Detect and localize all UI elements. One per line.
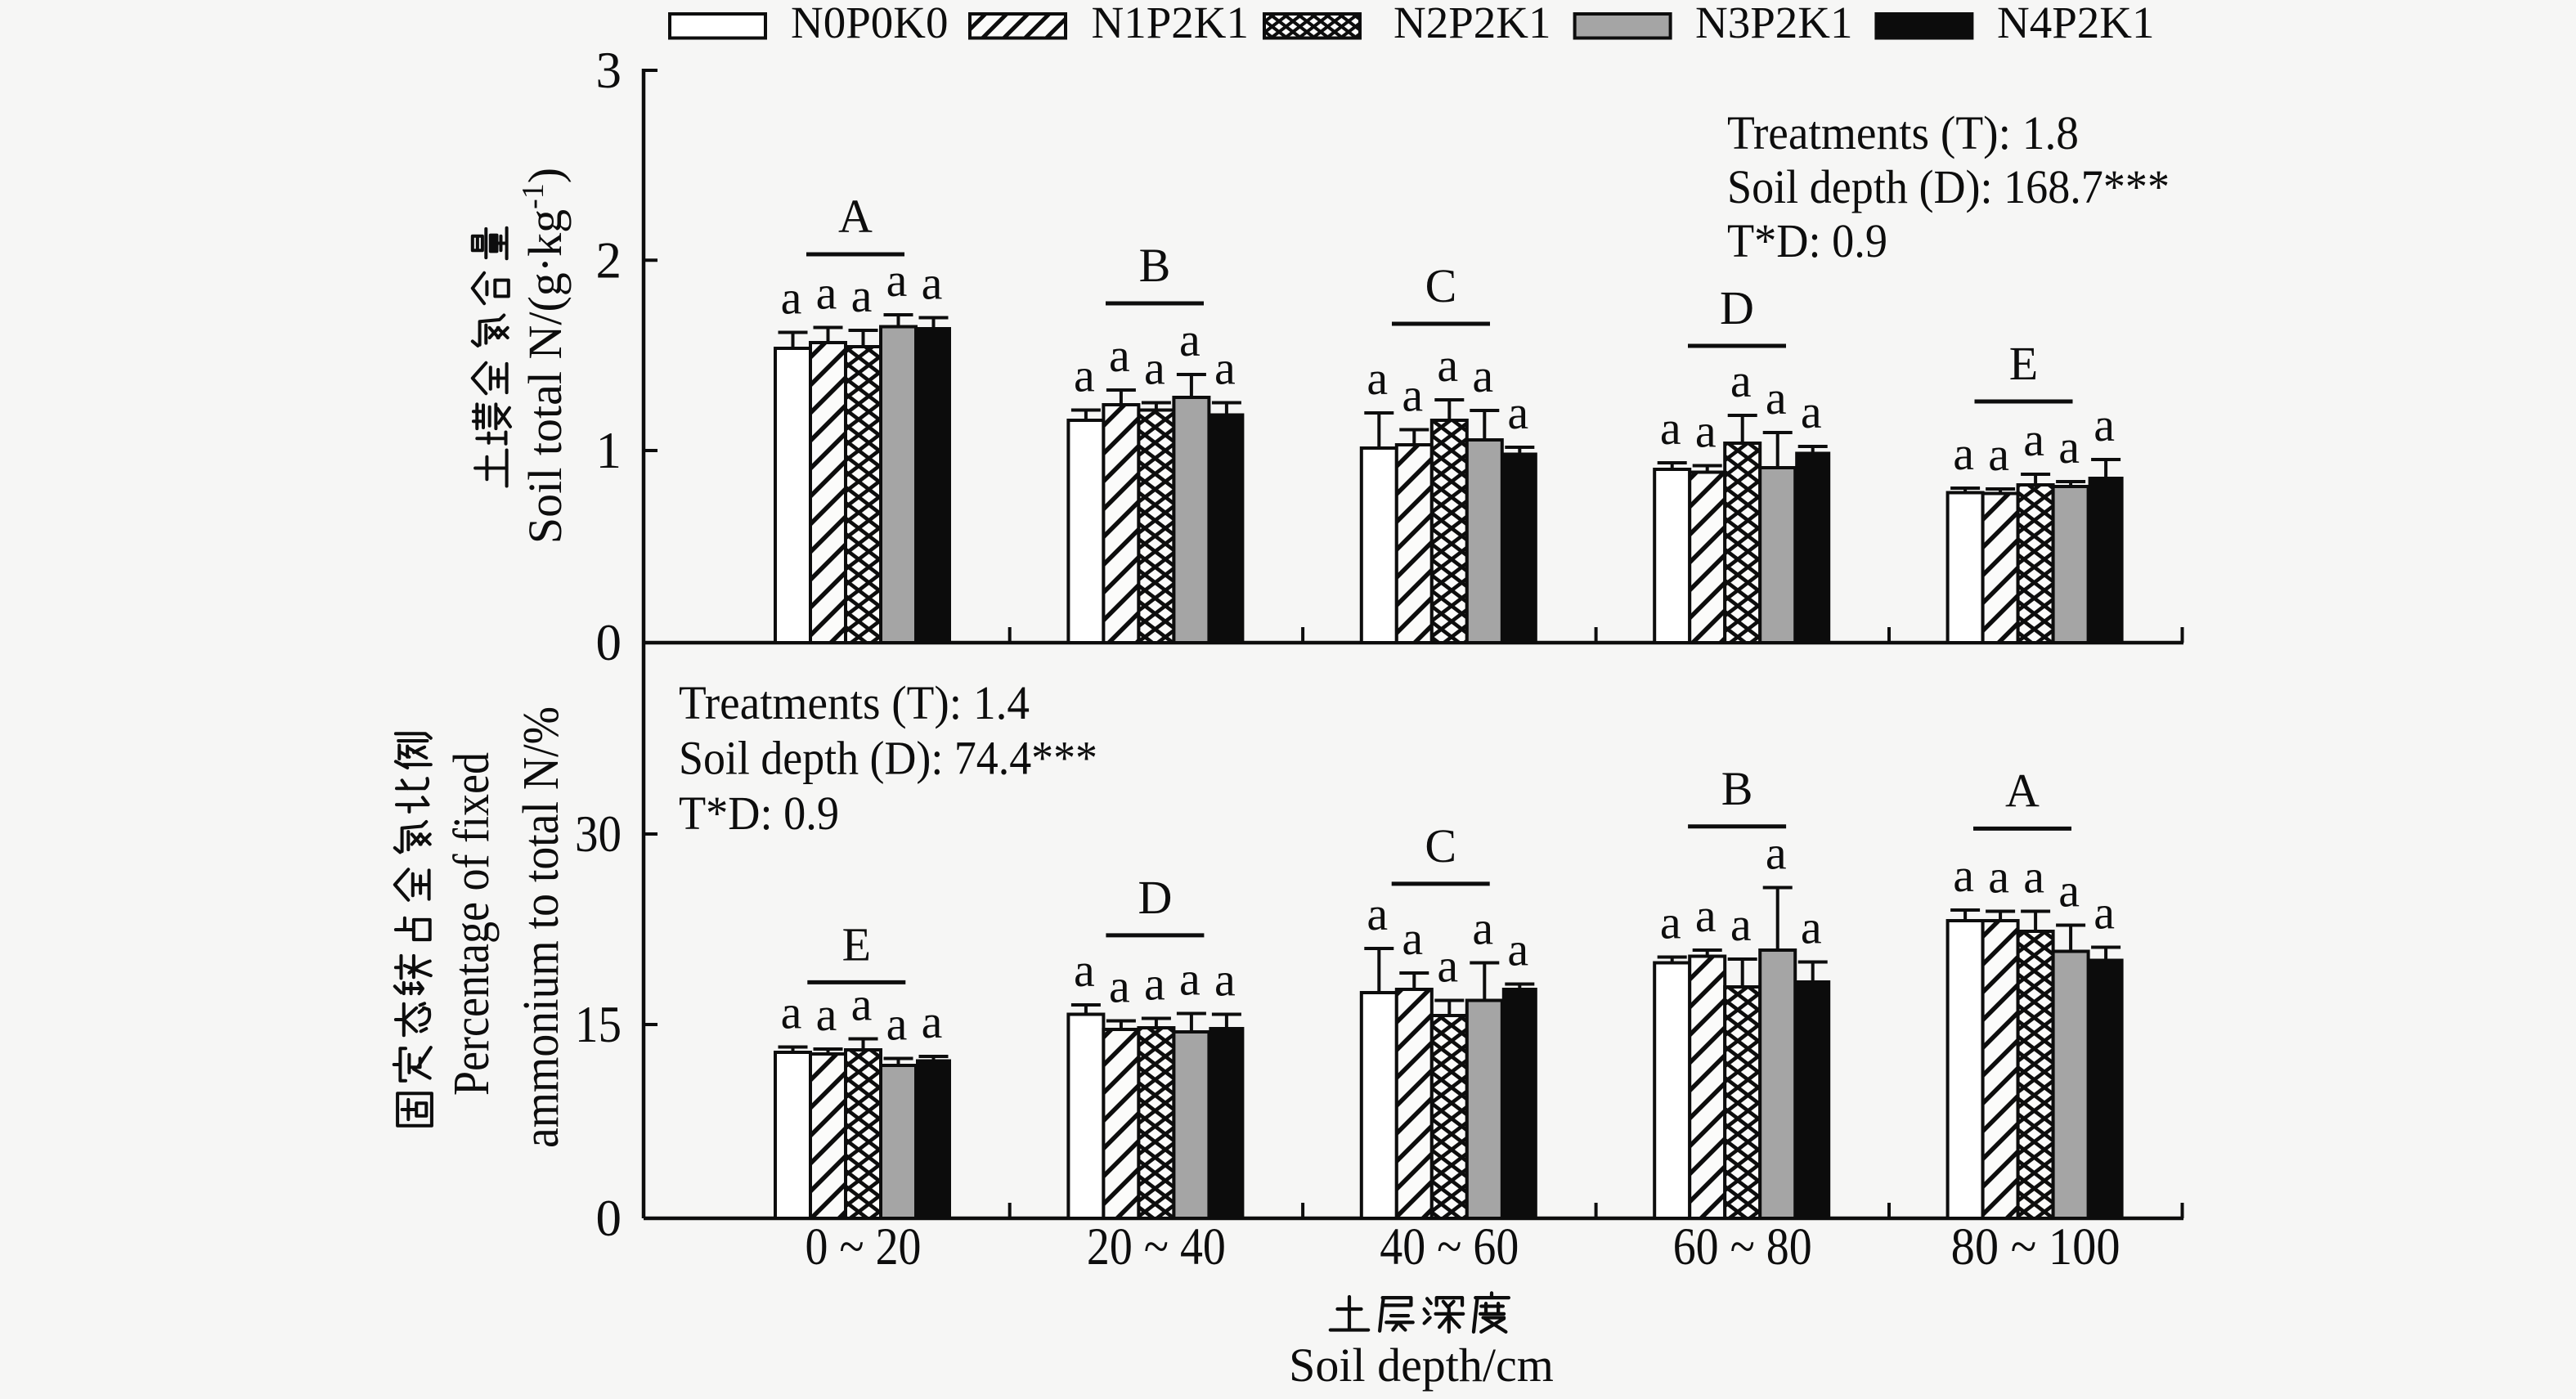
svg-text:N2P2K1: N2P2K1 (1393, 0, 1551, 47)
svg-text:a: a (1988, 428, 2009, 481)
svg-text:Treatments (T): 1.8: Treatments (T): 1.8 (1727, 106, 2079, 159)
svg-text:a: a (922, 257, 943, 310)
svg-text:a: a (1953, 427, 1974, 480)
svg-text:Percentage of fixed: Percentage of fixed (444, 752, 500, 1096)
svg-text:Soil depth (D): 168.7***: Soil depth (D): 168.7*** (1727, 160, 2170, 213)
svg-text:a: a (886, 998, 908, 1051)
svg-text:a: a (1437, 939, 1458, 993)
svg-text:E: E (842, 917, 871, 971)
svg-text:0 ~ 20: 0 ~ 20 (806, 1217, 922, 1276)
svg-text:a: a (2023, 850, 2044, 904)
svg-text:a: a (781, 986, 802, 1039)
svg-text:Treatments (T): 1.4: Treatments (T): 1.4 (679, 676, 1030, 729)
svg-text:N3P2K1: N3P2K1 (1695, 0, 1853, 47)
svg-text:T*D: 0.9: T*D: 0.9 (679, 787, 839, 840)
svg-text:15: 15 (575, 996, 622, 1053)
svg-text:20 ~ 40: 20 ~ 40 (1087, 1217, 1226, 1276)
svg-text:0: 0 (596, 1190, 622, 1247)
svg-text:A: A (838, 190, 873, 243)
svg-text:a: a (1144, 342, 1165, 395)
svg-text:a: a (1179, 313, 1200, 366)
svg-text:A: A (2005, 764, 2040, 817)
svg-text:a: a (1695, 405, 1717, 458)
svg-text:a: a (2094, 398, 2115, 451)
svg-text:a: a (1730, 898, 1752, 951)
svg-text:40 ~ 60: 40 ~ 60 (1380, 1217, 1519, 1276)
svg-text:80 ~ 100: 80 ~ 100 (1951, 1217, 2120, 1276)
svg-text:N4P2K1: N4P2K1 (1997, 0, 2155, 47)
svg-text:a: a (1109, 960, 1130, 1013)
svg-text:a: a (1988, 850, 2009, 904)
svg-text:a: a (1074, 944, 1095, 997)
svg-text:Soil total N/(g·kg-1): Soil total N/(g·kg-1) (516, 168, 572, 544)
svg-text:a: a (1179, 953, 1200, 1006)
svg-text:D: D (1138, 871, 1172, 924)
svg-text:a: a (2023, 413, 2044, 466)
svg-text:a: a (1472, 349, 1493, 402)
svg-text:E: E (2009, 337, 2038, 390)
svg-text:a: a (1507, 923, 1528, 976)
svg-text:a: a (1660, 896, 1681, 949)
svg-text:a: a (1766, 371, 1787, 424)
svg-text:a: a (1402, 369, 1423, 422)
svg-text:a: a (816, 267, 837, 320)
svg-text:30: 30 (575, 805, 622, 863)
svg-text:a: a (1953, 849, 1974, 902)
svg-text:a: a (1109, 329, 1130, 382)
svg-text:a: a (1402, 912, 1423, 965)
svg-text:a: a (1730, 354, 1752, 407)
svg-text:1: 1 (596, 422, 622, 479)
svg-text:a: a (1367, 352, 1388, 405)
svg-text:a: a (851, 269, 873, 322)
svg-text:a: a (1214, 953, 1236, 1007)
svg-text:a: a (886, 253, 908, 307)
svg-text:3: 3 (596, 42, 622, 99)
svg-text:a: a (1472, 902, 1493, 955)
svg-text:a: a (1507, 386, 1528, 439)
svg-text:a: a (1367, 887, 1388, 940)
svg-text:a: a (816, 988, 837, 1041)
svg-text:a: a (851, 978, 873, 1031)
svg-text:60 ~ 80: 60 ~ 80 (1673, 1217, 1812, 1276)
svg-text:a: a (2058, 864, 2080, 917)
svg-text:C: C (1425, 819, 1456, 872)
svg-text:a: a (922, 995, 943, 1048)
svg-text:a: a (2094, 886, 2115, 939)
svg-text:C: C (1425, 259, 1457, 312)
svg-text:N1P2K1: N1P2K1 (1092, 0, 1250, 47)
svg-text:B: B (1721, 762, 1753, 815)
svg-text:D: D (1720, 281, 1754, 334)
svg-text:B: B (1139, 239, 1171, 292)
svg-text:T*D: 0.9: T*D: 0.9 (1727, 214, 1887, 267)
svg-text:a: a (1660, 401, 1681, 455)
svg-text:a: a (1214, 342, 1236, 395)
svg-text:a: a (1437, 339, 1458, 392)
svg-text:ammonium to total N/%: ammonium to total N/% (514, 706, 569, 1148)
svg-text:0: 0 (596, 614, 622, 671)
svg-text:N0P0K0: N0P0K0 (791, 0, 949, 47)
svg-text:a: a (1766, 827, 1787, 880)
svg-text:Soil depth/cm: Soil depth/cm (1289, 1338, 1554, 1392)
svg-text:a: a (1074, 349, 1095, 402)
svg-text:a: a (2058, 420, 2080, 473)
svg-text:a: a (781, 271, 802, 325)
svg-text:Soil depth (D): 74.4***: Soil depth (D): 74.4*** (679, 732, 1097, 785)
svg-text:a: a (1695, 889, 1717, 942)
svg-text:a: a (1801, 385, 1822, 438)
svg-text:2: 2 (596, 231, 622, 289)
svg-text:a: a (1801, 901, 1822, 954)
svg-text:a: a (1144, 957, 1165, 1011)
